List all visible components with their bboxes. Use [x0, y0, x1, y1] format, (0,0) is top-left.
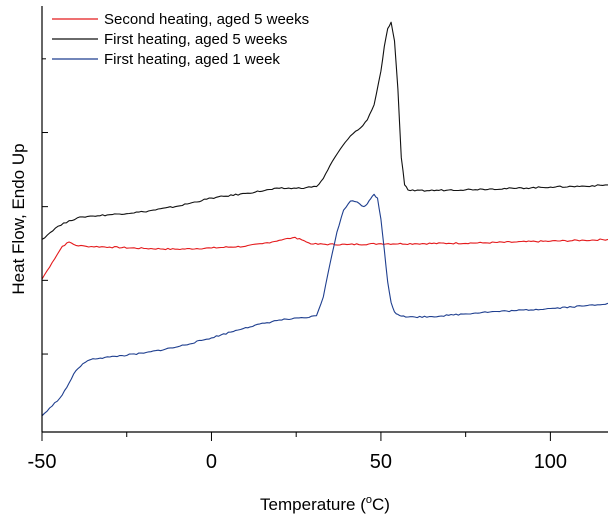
legend: Second heating, aged 5 weeks First heatin…	[46, 8, 368, 72]
legend-label: Second heating, aged 5 weeks	[104, 11, 309, 28]
plot-series-group	[41, 21, 608, 417]
series-line-3	[41, 193, 608, 417]
legend-label: First heating, aged 5 weeks	[104, 31, 287, 48]
x-axis-title-superscript: o	[366, 494, 372, 506]
x-ticks-group: -50 0 50 100	[28, 432, 567, 473]
series-line-1	[41, 236, 608, 280]
legend-box	[46, 8, 368, 72]
x-axis-title: Temperature (oC)	[260, 494, 390, 514]
x-tick-label: 100	[534, 451, 567, 473]
axes-group	[41, 6, 608, 433]
x-axis-title-suffix: C)	[372, 495, 390, 514]
legend-label: First heating, aged 1 week	[104, 51, 280, 68]
x-tick-label: 0	[206, 451, 217, 473]
x-axis-title-prefix: Temperature (	[260, 495, 366, 514]
x-tick-label: 50	[370, 451, 392, 473]
x-tick-label: -50	[28, 451, 57, 473]
y-ticks-group	[42, 58, 48, 355]
series-line-2	[41, 21, 608, 240]
y-axis-title: Heat Flow, Endo Up	[9, 143, 28, 294]
